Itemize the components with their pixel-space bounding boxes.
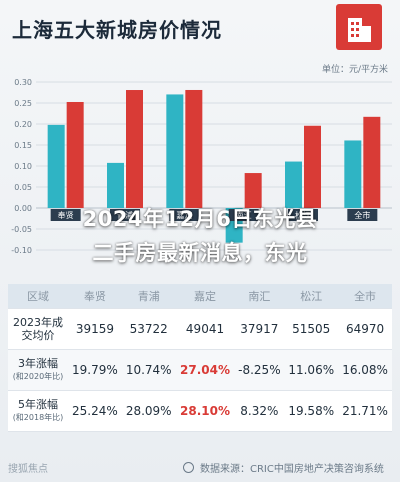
table-cell: 19.79% xyxy=(68,349,122,391)
row-label: 3年涨幅 (和2020年比) xyxy=(8,349,68,391)
table-cell: 37917 xyxy=(234,308,285,350)
x-tick-label: 南汇 xyxy=(236,210,252,220)
table-cell: 64970 xyxy=(338,308,392,350)
unit-label: 单位：元/平方米 xyxy=(321,65,388,75)
bar xyxy=(344,140,362,208)
table-cell: 39159 xyxy=(68,308,122,350)
bar-chart: 0.30 0.25 0.20 0.15 0.10 0.05 0.00 -0.05 -0.10 奉贤… xyxy=(11,78,392,255)
bar xyxy=(304,125,321,208)
watermark: 搜狐焦点 xyxy=(8,464,48,475)
x-tick-label: 全市 xyxy=(354,210,370,220)
table-cell: 21.71% xyxy=(338,390,392,432)
category-tag xyxy=(228,209,259,221)
y-tick-label: 0.25 xyxy=(14,99,32,108)
row-label-line1: 2023年成 xyxy=(13,316,63,329)
bar xyxy=(285,161,302,208)
category-tag xyxy=(50,209,81,221)
bar xyxy=(244,173,262,208)
y-tick-label: 0.30 xyxy=(14,78,32,87)
table-header-cell: 奉贤 xyxy=(68,284,122,309)
table-cell: 51505 xyxy=(284,308,339,350)
table-cell: 19.58% xyxy=(284,390,339,432)
bar xyxy=(66,101,84,208)
overlay-line-1: 2024年12月6日东光县 xyxy=(82,207,318,231)
x-tick-label: 奉贤 xyxy=(58,210,74,220)
price-table: 区域 奉贤 青浦 嘉定 南汇 松江 全市 2023年成 交均价 39159 537… xyxy=(8,284,392,432)
y-tick-label: -0.05 xyxy=(11,225,32,234)
x-tick-label: 青浦 xyxy=(117,210,133,220)
table-cell: 53722 xyxy=(121,308,176,350)
table-row: 3年涨幅 (和2020年比) 19.79% 10.74% 27.04% -8.25… xyxy=(8,349,392,391)
y-tick-label: 0.00 xyxy=(14,204,32,213)
footer: 搜狐焦点 数据来源：CRIC中国房地产决策咨询系统 xyxy=(0,454,400,482)
table-row: 5年涨幅 (和2018年比) 25.24% 28.09% 28.10% 8.32%… xyxy=(8,390,392,432)
table-header-cell: 青浦 xyxy=(121,284,176,309)
table-header-cell: 松江 xyxy=(284,284,339,309)
table-cell: 16.08% xyxy=(338,349,392,391)
row-label-line2: (和2020年比) xyxy=(12,372,64,381)
bar xyxy=(126,90,143,208)
category-tag xyxy=(288,209,318,221)
table-cell-highlight: 27.04% xyxy=(175,349,235,391)
table-header-cell: 南汇 xyxy=(234,284,285,309)
row-label-line1: 3年涨幅 xyxy=(18,357,58,370)
table-row: 2023年成 交均价 39159 53722 49041 37917 51505 … xyxy=(8,308,392,350)
y-tick-label: -0.10 xyxy=(11,246,32,255)
bar xyxy=(107,162,124,208)
bar xyxy=(363,116,381,208)
table-cell: 10.74% xyxy=(121,349,176,391)
table-cell: -8.25% xyxy=(234,349,285,391)
y-tick-label: 0.20 xyxy=(14,120,32,129)
overlay-line-2: 二手房最新消息，东光 xyxy=(92,241,308,265)
chart-title: 上海五大新城房价情况 xyxy=(12,18,222,42)
x-tick-label: 松江 xyxy=(295,210,311,220)
category-tag xyxy=(347,209,378,221)
category-tag xyxy=(110,209,140,221)
table-cell: 25.24% xyxy=(68,390,122,432)
table-header-cell: 区域 xyxy=(8,284,68,309)
source-dot-icon xyxy=(183,462,194,473)
bar xyxy=(166,94,184,208)
y-tick-label: 0.10 xyxy=(14,162,32,171)
row-label-line2: (和2018年比) xyxy=(12,413,64,422)
table-cell: 28.09% xyxy=(121,390,176,432)
row-label-line2: 交均价 xyxy=(21,329,55,342)
y-tick-label: 0.15 xyxy=(14,141,32,150)
table-cell-highlight: 28.10% xyxy=(175,390,235,432)
building-icon xyxy=(336,4,382,50)
x-tick-label: 嘉定 xyxy=(176,210,192,220)
bar xyxy=(185,89,203,208)
y-tick-label: 0.05 xyxy=(14,183,32,192)
data-source: 数据来源：CRIC中国房地产决策咨询系统 xyxy=(200,464,384,475)
row-label-line1: 5年涨幅 xyxy=(18,398,58,411)
table-header-row: 区域 奉贤 青浦 嘉定 南汇 松江 全市 xyxy=(8,284,392,309)
overlay-headline: 2024年12月6日东光县 二手房最新消息，东光 xyxy=(0,202,400,270)
bar xyxy=(47,124,65,208)
row-label: 5年涨幅 (和2018年比) xyxy=(8,390,68,432)
row-label: 2023年成 交均价 xyxy=(8,308,68,350)
table-cell: 8.32% xyxy=(234,390,285,432)
table-header-cell: 全市 xyxy=(338,284,392,309)
category-tag xyxy=(169,209,200,221)
table-header-cell: 嘉定 xyxy=(175,284,235,309)
table-cell: 11.06% xyxy=(284,349,339,391)
table-cell: 49041 xyxy=(175,308,235,350)
